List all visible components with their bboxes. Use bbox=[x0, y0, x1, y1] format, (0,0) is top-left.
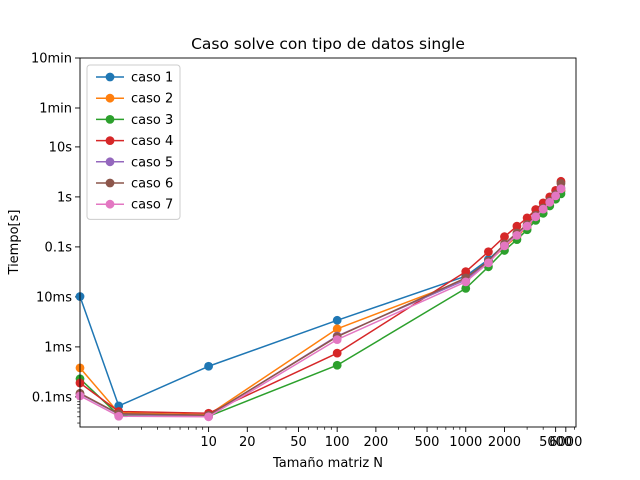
data-point bbox=[500, 232, 509, 242]
data-point bbox=[332, 348, 342, 358]
legend-label: caso 7 bbox=[131, 198, 173, 213]
legend-label: caso 1 bbox=[131, 71, 173, 86]
data-point bbox=[484, 258, 493, 268]
x-tick-label: 500 bbox=[415, 435, 440, 450]
legend-marker bbox=[105, 199, 115, 209]
data-point bbox=[332, 360, 342, 370]
x-tick-label: 100 bbox=[325, 435, 350, 450]
x-tick-label: 10 bbox=[200, 435, 217, 450]
legend-entry: caso 4 bbox=[96, 134, 173, 149]
legend-marker bbox=[105, 93, 115, 103]
x-axis-title: Tamaño matriz N bbox=[272, 456, 383, 471]
y-axis-title: Tiempo[s] bbox=[7, 210, 22, 276]
data-point bbox=[522, 213, 532, 223]
legend-marker bbox=[105, 157, 115, 167]
legend-label: caso 6 bbox=[131, 177, 173, 192]
legend-entry: caso 2 bbox=[96, 92, 173, 107]
y-tick-label: 1ms bbox=[44, 340, 72, 355]
data-point bbox=[204, 412, 213, 422]
data-point bbox=[114, 411, 124, 421]
data-point bbox=[461, 283, 471, 293]
data-point bbox=[512, 230, 522, 240]
chart-title: Caso solve con tipo de datos single bbox=[191, 35, 465, 53]
legend-marker bbox=[105, 72, 115, 82]
legend-label: caso 2 bbox=[131, 92, 173, 107]
series-caso-7 bbox=[75, 184, 566, 422]
legend-marker bbox=[105, 115, 115, 124]
y-tick-label: 0.1ms bbox=[32, 390, 72, 405]
legend-marker bbox=[105, 178, 115, 188]
data-point bbox=[551, 191, 561, 201]
data-point bbox=[332, 335, 342, 344]
legend-entry: caso 1 bbox=[96, 71, 173, 86]
data-point bbox=[522, 221, 532, 231]
data-point bbox=[512, 221, 522, 231]
x-tick-label: 20 bbox=[239, 435, 256, 450]
y-tick-label: 1s bbox=[57, 190, 72, 205]
data-point bbox=[204, 361, 213, 371]
data-point bbox=[484, 247, 493, 257]
legend-marker bbox=[105, 136, 115, 146]
axes-frame bbox=[79, 57, 577, 428]
data-point bbox=[332, 315, 342, 325]
data-point bbox=[556, 184, 566, 194]
y-tick-label: 0.1s bbox=[45, 240, 73, 255]
legend: caso 1 caso 2 caso 3 caso 4 caso 5 caso 6 caso… bbox=[86, 64, 181, 220]
data-point bbox=[461, 277, 471, 287]
y-tick-label: 10ms bbox=[36, 290, 72, 305]
legend-entry: caso 7 bbox=[96, 198, 173, 213]
x-tick-label: 50 bbox=[290, 435, 307, 450]
data-point bbox=[332, 324, 342, 334]
x-tick-label: 6000 bbox=[549, 435, 582, 450]
x-tick-label: 5000 bbox=[539, 435, 572, 450]
legend-label: caso 4 bbox=[131, 134, 173, 149]
legend-label: caso 5 bbox=[131, 155, 173, 170]
data-point bbox=[538, 204, 548, 214]
legend-label: caso 3 bbox=[131, 113, 173, 128]
legend-entry: caso 5 bbox=[96, 155, 173, 170]
data-point bbox=[500, 241, 509, 251]
x-tick-label: 2000 bbox=[488, 435, 521, 450]
y-tick-label: 10min bbox=[31, 52, 72, 67]
x-tick-label: 200 bbox=[363, 435, 388, 450]
data-point bbox=[531, 212, 541, 222]
y-tick-label: 10s bbox=[49, 140, 73, 155]
x-tick-label: 1000 bbox=[449, 435, 482, 450]
data-point bbox=[545, 197, 555, 207]
legend-entry: caso 6 bbox=[96, 177, 173, 192]
y-tick-label: 1min bbox=[39, 101, 72, 116]
legend-entry: caso 3 bbox=[96, 113, 173, 128]
data-point bbox=[461, 267, 471, 277]
